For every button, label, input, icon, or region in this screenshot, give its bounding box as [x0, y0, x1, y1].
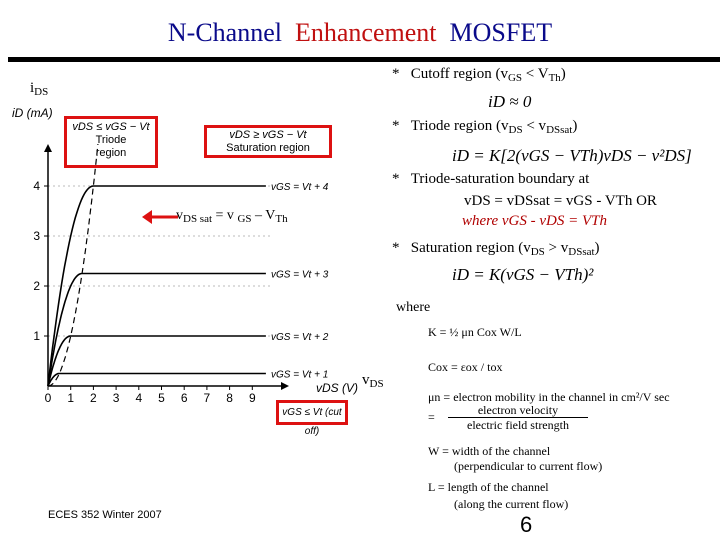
- y-tick-label: 3: [33, 229, 40, 243]
- boundary-region-eq: vDS = vDSsat = vGS - VTh OR: [464, 193, 657, 209]
- id-curve: [47, 185, 266, 387]
- saturation-condition-box: vDS ≥ vGS − Vt Saturation region: [204, 125, 332, 158]
- x-tick-label: 6: [181, 391, 188, 405]
- width-note: (perpendicular to current flow): [454, 459, 603, 473]
- id-vds-chart: 0 1 2 3 4 5 6 7 8 9 1 2 3 4 vGS = Vt + 4 vGS = Vt + 3 vG…: [33, 143, 329, 405]
- boundary-region-alt: where vGS - vDS = VTh: [462, 213, 607, 229]
- footer-text: ECES 352 Winter 2007: [48, 509, 162, 521]
- page-title: N-Channel Enhancement MOSFET: [0, 18, 720, 48]
- x-axis-small-label: vDS (V): [316, 381, 358, 395]
- x-tick-label: 2: [90, 391, 97, 405]
- title-part-2: Enhancement: [295, 18, 437, 47]
- length-note: (along the current flow): [454, 497, 569, 511]
- x-tick-label: 9: [249, 391, 256, 405]
- y-tick-label: 2: [33, 279, 40, 293]
- cox-definition: Cox = εox / tox: [428, 360, 503, 374]
- id-curve: [47, 335, 266, 387]
- length-definition: L = length of the channel: [428, 480, 549, 494]
- y-tick-label: 4: [33, 179, 40, 193]
- curve-label: vGS = Vt + 4: [271, 182, 329, 193]
- x-axis-main-label: vDS: [362, 372, 384, 390]
- k-definition: K = ½ μn Cox W/L: [428, 325, 522, 339]
- page-number: 6: [520, 512, 533, 537]
- id-curve: [47, 372, 266, 387]
- x-tick-label: 4: [135, 391, 142, 405]
- x-tick-label: 7: [204, 391, 211, 405]
- y-axis-main-label: iDS: [30, 80, 49, 98]
- boundary-arrow: [142, 210, 178, 224]
- saturation-region-text: * Saturation region (vDS > vDSsat): [392, 240, 600, 258]
- x-tick-label: 3: [113, 391, 120, 405]
- y-axis-small-label: iD (mA): [12, 106, 53, 120]
- title-rule: [8, 57, 720, 62]
- curve-label: vGS = Vt + 1: [271, 370, 328, 381]
- x-axis-arrow: [281, 382, 289, 390]
- curve-label: vGS = Vt + 3: [271, 270, 329, 281]
- cutoff-condition-box: vGS ≤ Vt (cut off): [276, 400, 348, 437]
- triode-condition-box: vDS ≤ vGS − Vt Triode region: [64, 116, 158, 168]
- x-tick-label: 8: [226, 391, 233, 405]
- cutoff-region-text: * Cutoff region (vGS < VTh): [392, 66, 566, 84]
- boundary-curve: [47, 143, 99, 387]
- y-axis-arrow: [44, 144, 52, 152]
- y-tick-label: 1: [33, 329, 40, 343]
- title-part-1: N-Channel: [167, 18, 282, 47]
- mobility-ratio-eq: =: [428, 410, 435, 424]
- x-tick-label: 5: [158, 391, 165, 405]
- boundary-label: vDS sat = v GS – VTh: [176, 208, 288, 225]
- width-definition: W = width of the channel: [428, 444, 551, 458]
- mobility-ratio: electron velocity electric field strengt…: [448, 403, 588, 432]
- curve-label: vGS = Vt + 2: [271, 332, 329, 343]
- saturation-equation: iD = K(vGS − VTh)²: [452, 265, 594, 284]
- mobility-definition: μn = electron mobility in the channel in…: [428, 390, 670, 404]
- title-part-3: MOSFET: [449, 18, 553, 47]
- x-tick-label: 0: [45, 391, 52, 405]
- x-tick-label: 1: [67, 391, 74, 405]
- cutoff-equation: iD ≈ 0: [488, 92, 532, 111]
- boundary-region-text: * Triode-saturation boundary at: [392, 171, 590, 187]
- triode-equation: iD = K[2(vGS − VTh)vDS − v²DS]: [452, 146, 692, 165]
- triode-region-text: * Triode region (vDS < vDSsat): [392, 118, 578, 136]
- id-curve: [47, 272, 266, 387]
- where-label: where: [396, 300, 431, 315]
